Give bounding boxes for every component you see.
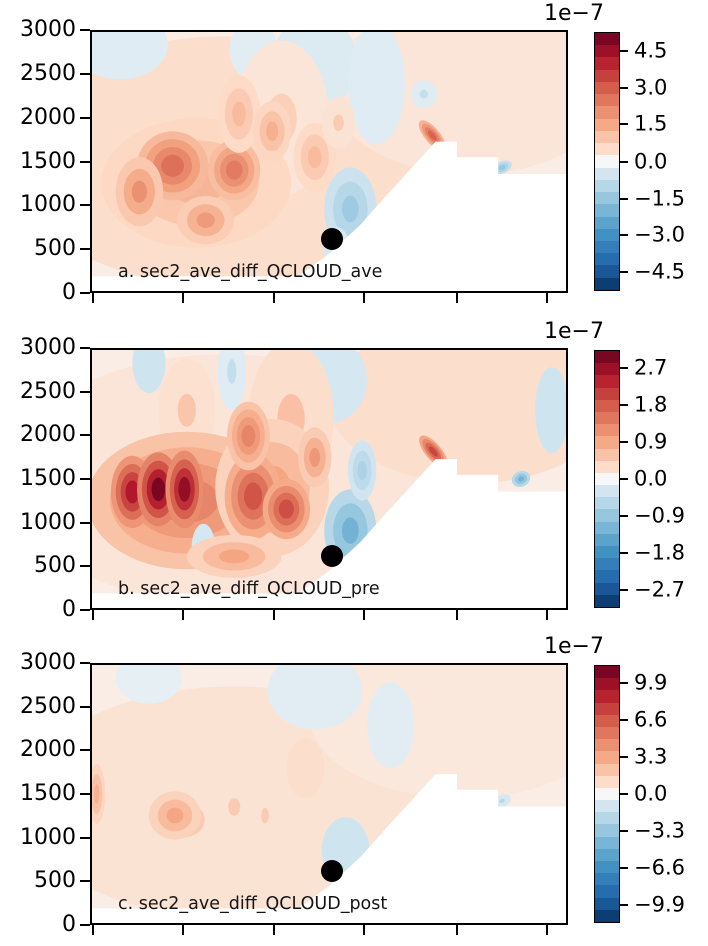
contour-field-b <box>92 350 566 608</box>
colorbar-exponent-label: 1e−7 <box>544 319 604 344</box>
colorbar-gradient <box>594 350 620 608</box>
colorbar-gradient <box>594 32 620 291</box>
y-axis-tick-label: 2500 <box>20 60 76 86</box>
y-axis-tick-label: 3000 <box>20 17 76 42</box>
plot-area-c: c. sec2_ave_diff_QCLOUD_post <box>90 663 568 925</box>
station-marker-dot <box>320 545 343 568</box>
colorbar-tick-label: 1.5 <box>634 111 668 136</box>
colorbar-tick-label: 0.0 <box>634 466 668 491</box>
colorbar-tick-label: 2.7 <box>634 355 668 380</box>
colorbar-tick-label: −1.8 <box>634 540 685 565</box>
panel-a: 1e−7 3000 2500 2000 1500 1000 500 0 a. s… <box>0 1 708 304</box>
y-axis-tick-label: 0 <box>62 280 76 305</box>
contour-field-a <box>92 32 566 291</box>
panel-label-c: c. sec2_ave_diff_QCLOUD_post <box>118 894 388 914</box>
y-axis-tick-label: 2500 <box>20 378 76 404</box>
panel-b: 1e−7 3000 2500 2000 1500 1000 500 0 b. s… <box>0 319 708 621</box>
station-marker-dot <box>320 228 343 251</box>
y-axis-tick-label: 2000 <box>20 104 76 130</box>
colorbar-tick-label: 0.9 <box>634 429 668 454</box>
x-axis-ticks <box>90 293 568 305</box>
colorbar-gradient <box>594 665 620 923</box>
colorbar-c: 9.9 6.6 3.3 0.0 −3.3 −6.6 −9.9 <box>594 665 708 923</box>
y-axis-tick-label: 3000 <box>20 335 76 360</box>
colorbar-tick-label: 9.9 <box>634 670 668 695</box>
panel-label-a: a. sec2_ave_diff_QCLOUD_ave <box>118 262 383 282</box>
colorbar-b: 2.7 1.8 0.9 0.0 −0.9 −1.8 −2.7 <box>594 350 708 608</box>
y-axis-tick-label: 500 <box>34 868 76 894</box>
y-axis-tick-label: 2500 <box>20 693 76 719</box>
y-axis-tick-label: 1000 <box>20 509 76 535</box>
colorbar-tick-label: −1.5 <box>634 186 685 210</box>
colorbar-tick-label: 0.0 <box>634 149 668 173</box>
colorbar-tick-label: −6.6 <box>634 855 685 880</box>
colorbar-tick-label: 0.0 <box>634 781 668 806</box>
contour-field-c <box>92 665 566 923</box>
y-axis-tick-label: 1500 <box>20 148 76 174</box>
x-axis-ticks <box>90 925 568 937</box>
colorbar-exponent-label: 1e−7 <box>544 1 604 26</box>
y-axis-ticks <box>80 662 90 926</box>
y-axis-tick-label: 3000 <box>20 650 76 675</box>
y-axis-tick-label: 1000 <box>20 824 76 850</box>
colorbar-exponent-label: 1e−7 <box>544 634 604 659</box>
colorbar-tick-label: 1.8 <box>634 392 668 417</box>
x-axis-ticks <box>90 610 568 622</box>
y-axis-tick-label: 1500 <box>20 781 76 806</box>
y-axis-tick-label: 2000 <box>20 422 76 448</box>
colorbar-tick-label: −3.0 <box>634 222 685 247</box>
station-marker-dot <box>320 860 343 883</box>
y-axis-tick-label: 0 <box>62 912 76 937</box>
plot-area-a: a. sec2_ave_diff_QCLOUD_ave <box>90 30 568 293</box>
colorbar-tick-label: −9.9 <box>634 892 685 917</box>
y-axis-ticks <box>80 347 90 611</box>
y-axis-tick-label: 0 <box>62 597 76 622</box>
colorbar-tick-label: 3.0 <box>634 75 668 99</box>
colorbar-tick-label: −0.9 <box>634 503 685 528</box>
y-axis-tick-label: 1500 <box>20 466 76 491</box>
colorbar-tick-label: 6.6 <box>634 707 668 732</box>
colorbar-a: 4.5 3.0 1.5 0.0 −1.5 −3.0 −4.5 <box>594 32 708 291</box>
y-axis-tick-label: 1000 <box>20 192 76 218</box>
colorbar-tick-label: 4.5 <box>634 38 668 62</box>
colorbar-tick-label: −4.5 <box>634 259 685 284</box>
panel-c: 1e−7 3000 2500 2000 1500 1000 500 0 c. s… <box>0 634 708 936</box>
plot-area-b: b. sec2_ave_diff_QCLOUD_pre <box>90 348 568 610</box>
colorbar-tick-label: −3.3 <box>634 818 685 843</box>
y-axis-tick-label: 500 <box>34 553 76 579</box>
panel-label-b: b. sec2_ave_diff_QCLOUD_pre <box>118 579 380 599</box>
y-axis-ticks <box>80 29 90 294</box>
y-axis-tick-label: 2000 <box>20 737 76 763</box>
colorbar-tick-label: −2.7 <box>634 577 685 602</box>
y-axis-tick-label: 500 <box>34 236 76 262</box>
colorbar-tick-label: 3.3 <box>634 744 668 769</box>
